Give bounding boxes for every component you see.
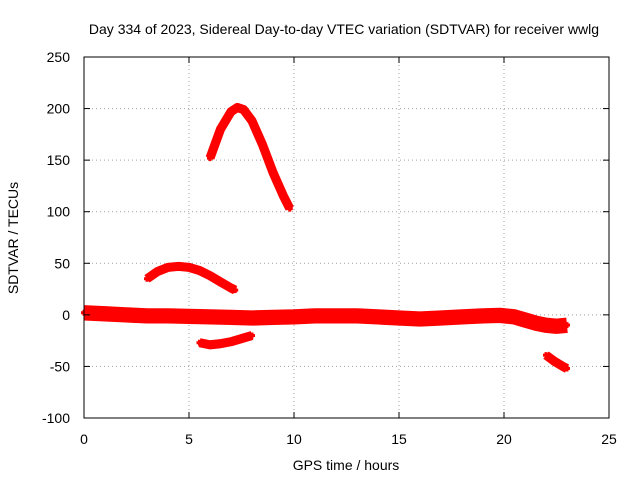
chart-title: Day 334 of 2023, Sidereal Day-to-day VTE…: [89, 21, 599, 37]
data-point: [459, 313, 465, 320]
x-tick-label: 0: [80, 431, 88, 447]
data-point: [175, 263, 182, 270]
data-point: [354, 312, 360, 319]
data-point: [144, 275, 150, 282]
data-point: [564, 365, 570, 372]
y-tick-label: 0: [62, 307, 70, 323]
data-point: [396, 314, 402, 321]
x-tick-label: 15: [391, 431, 407, 447]
data-point: [559, 363, 566, 370]
data-point: [270, 169, 276, 176]
data-point: [564, 322, 570, 329]
data-point: [234, 104, 241, 111]
data-point: [232, 287, 239, 294]
data-point: [207, 155, 213, 162]
data-point: [217, 126, 224, 133]
data-point: [165, 264, 171, 271]
data-point: [240, 106, 247, 113]
data-point: [228, 338, 234, 345]
data-point: [438, 314, 444, 321]
plot-frame: [83, 56, 610, 419]
data-point: [217, 340, 224, 347]
data-point: [291, 313, 297, 320]
y-tick-label: 50: [54, 255, 70, 271]
grid: [84, 57, 609, 418]
data-point: [249, 332, 255, 339]
data-point: [238, 335, 245, 342]
x-tick-label: 10: [286, 431, 302, 447]
data-point: [165, 312, 171, 319]
x-tick-label: 5: [185, 431, 193, 447]
data-point: [543, 322, 549, 329]
data-point: [333, 312, 339, 319]
y-tick-label: 200: [47, 101, 71, 117]
data-point: [144, 312, 150, 319]
series-main-band: [83, 305, 568, 334]
x-tick-label: 25: [601, 431, 617, 447]
data-point: [249, 117, 255, 124]
series-arc-peak: [205, 102, 294, 211]
data-point: [154, 268, 161, 275]
data-point: [511, 313, 518, 320]
data-point: [417, 315, 423, 322]
data-point: [532, 320, 539, 327]
series-layer: [81, 102, 570, 373]
data-point: [196, 267, 203, 274]
data-point: [259, 141, 266, 148]
data-point: [102, 310, 108, 317]
data-point: [312, 312, 318, 319]
ticks: 0 5 10 15 20 25 250 200 150 100 50 0 -50 -100: [42, 49, 617, 447]
data-point: [280, 193, 287, 200]
data-point: [207, 341, 213, 348]
data-point: [228, 314, 234, 321]
data-point: [217, 278, 224, 285]
data-point: [286, 205, 293, 212]
data-point: [270, 314, 276, 321]
data-point: [543, 352, 549, 359]
x-tick-label: 20: [496, 431, 512, 447]
y-tick-label: -50: [50, 358, 70, 374]
y-tick-label: -100: [42, 410, 70, 426]
data-point: [522, 317, 528, 324]
y-tick-label: 100: [47, 204, 71, 220]
data-point: [186, 313, 192, 320]
data-point: [553, 323, 560, 330]
data-point: [123, 311, 129, 318]
data-point: [249, 314, 255, 321]
y-tick-label: 150: [47, 152, 71, 168]
data-point: [375, 313, 381, 320]
data-point: [186, 264, 192, 271]
data-point: [207, 272, 213, 279]
data-point: [228, 285, 234, 292]
y-axis-label: SDTVAR / TECUs: [5, 182, 21, 294]
series-arc-morning: [144, 261, 238, 295]
data-point: [196, 339, 203, 346]
data-point: [551, 358, 558, 365]
data-point: [496, 312, 503, 319]
data-point: [480, 312, 486, 319]
y-tick-label: 250: [47, 49, 71, 65]
x-axis-label: GPS time / hours: [293, 457, 400, 473]
data-point: [228, 108, 234, 115]
data-point: [207, 313, 213, 320]
